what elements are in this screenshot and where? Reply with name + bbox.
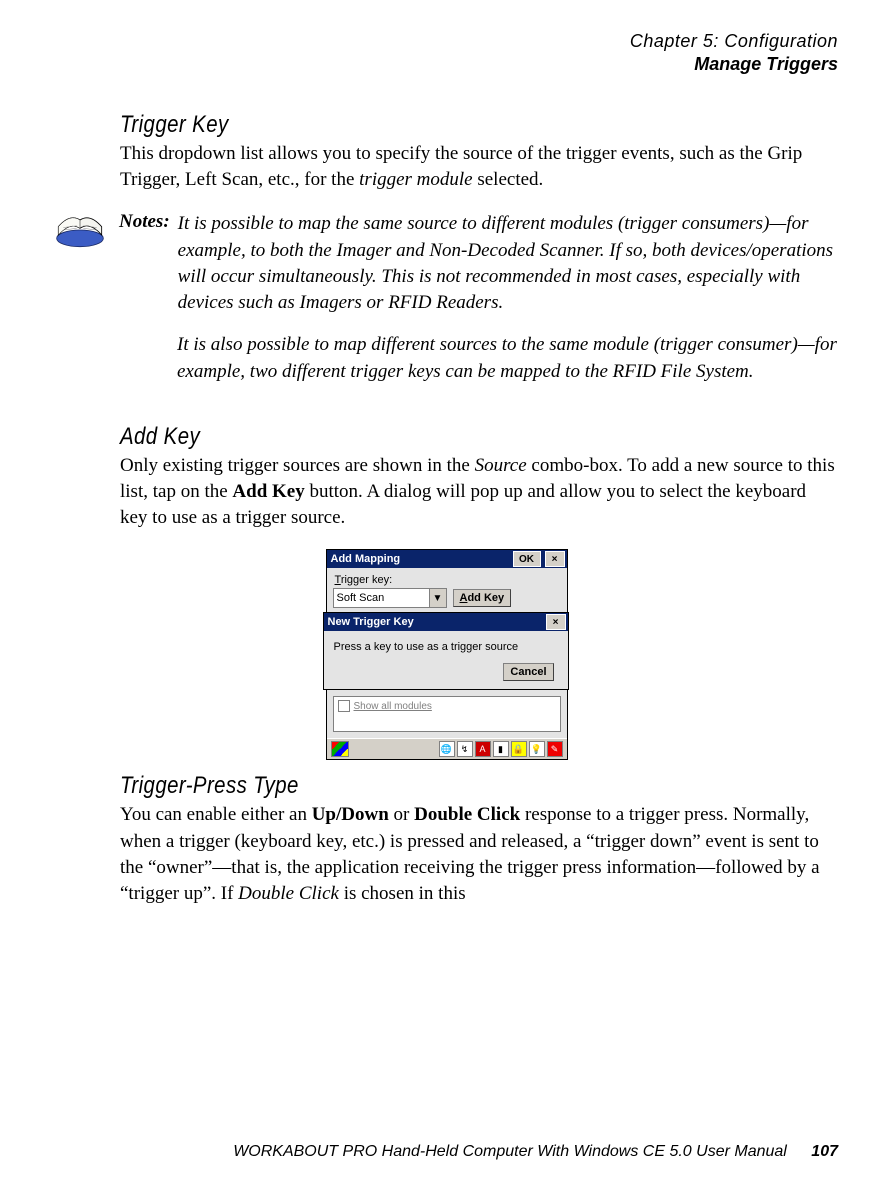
text: or: [389, 804, 414, 825]
text-italic: trigger module: [359, 169, 472, 190]
text: You can enable either an: [120, 804, 312, 825]
start-icon[interactable]: [331, 741, 349, 757]
text-italic: Double Click: [238, 883, 339, 904]
tray-globe-icon[interactable]: 🌐: [439, 741, 455, 757]
tray-bulb-icon[interactable]: 💡: [529, 741, 545, 757]
para-trigger-press: You can enable either an Up/Down or Doub…: [120, 802, 838, 907]
dialog-message: Press a key to use as a trigger source: [334, 641, 560, 653]
system-tray: 🌐 ↯ A ▮ 🔒 💡 ✎: [439, 741, 563, 757]
text-bold: Double Click: [414, 804, 520, 825]
tray-net-icon[interactable]: ↯: [457, 741, 473, 757]
text: selected.: [473, 169, 544, 190]
notes-label: Notes:: [119, 211, 170, 332]
add-mapping-window: Add Mapping OK × Trigger key: Soft Scan …: [326, 549, 568, 760]
add-key-button[interactable]: Add Key: [453, 589, 512, 607]
close-icon[interactable]: ×: [546, 614, 566, 630]
tray-pen-icon[interactable]: ✎: [547, 741, 563, 757]
tray-signal-icon[interactable]: A: [475, 741, 491, 757]
cancel-button[interactable]: Cancel: [503, 663, 553, 681]
show-all-modules-checkbox[interactable]: Show all modules: [338, 700, 432, 712]
trigger-key-combo[interactable]: Soft Scan ▼: [333, 588, 447, 608]
window-title: Add Mapping: [331, 553, 509, 565]
ok-button[interactable]: OK: [513, 551, 541, 567]
page-footer: WORKABOUT PRO Hand-Held Computer With Wi…: [233, 1143, 838, 1161]
text-italic: Source: [475, 455, 527, 476]
heading-trigger-key: Trigger Key: [120, 111, 730, 139]
notes-p1: It is possible to map the same source to…: [178, 211, 838, 316]
page-number: 107: [811, 1143, 838, 1160]
trigger-key-label: Trigger key:: [335, 574, 561, 586]
text: Only existing trigger sources are shown …: [120, 455, 475, 476]
new-trigger-key-dialog: New Trigger Key × Press a key to use as …: [323, 612, 569, 690]
para-trigger-key: This dropdown list allows you to specify…: [120, 141, 838, 193]
checkbox-icon[interactable]: [338, 700, 350, 712]
heading-trigger-press-type: Trigger-Press Type: [120, 772, 730, 800]
header-section: Manage Triggers: [55, 53, 838, 76]
taskbar: 🌐 ↯ A ▮ 🔒 💡 ✎: [327, 738, 567, 759]
inner-window-title: New Trigger Key: [328, 616, 542, 628]
notes-p2: It is also possible to map different sou…: [177, 332, 838, 384]
heading-add-key: Add Key: [120, 423, 730, 451]
chevron-down-icon[interactable]: ▼: [429, 589, 446, 607]
text-bold: Add Key: [232, 481, 304, 502]
text-bold: Up/Down: [312, 804, 389, 825]
page-header: Chapter 5: Configuration Manage Triggers: [55, 30, 838, 75]
close-icon[interactable]: ×: [545, 551, 565, 567]
notes-block: Notes: It is possible to map the same so…: [55, 211, 838, 400]
screenshot-figure: Add Mapping OK × Trigger key: Soft Scan …: [55, 549, 838, 760]
checkbox-label: Show all modules: [354, 701, 432, 712]
tray-card-icon[interactable]: ▮: [493, 741, 509, 757]
book-icon: [55, 211, 105, 249]
modules-listbox[interactable]: Show all modules: [333, 696, 561, 732]
header-chapter: Chapter 5: Configuration: [55, 30, 838, 53]
combo-value: Soft Scan: [334, 592, 429, 604]
tray-lock-icon[interactable]: 🔒: [511, 741, 527, 757]
add-mapping-titlebar: Add Mapping OK ×: [327, 550, 567, 568]
footer-text: WORKABOUT PRO Hand-Held Computer With Wi…: [233, 1143, 787, 1160]
para-add-key: Only existing trigger sources are shown …: [120, 453, 838, 532]
text: is chosen in this: [339, 883, 466, 904]
